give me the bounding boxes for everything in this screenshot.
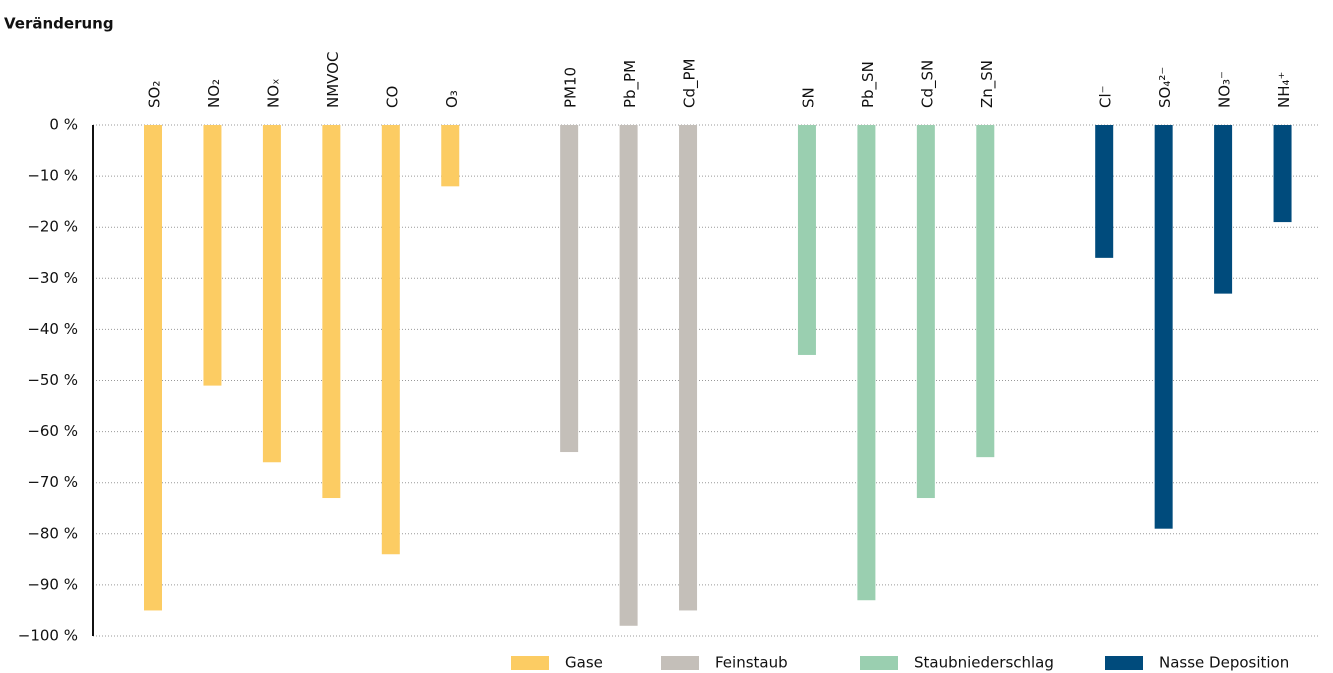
x-tick-label: SO₂ xyxy=(146,81,164,108)
y-tick-label: 0 % xyxy=(49,116,78,134)
legend-label: Gase xyxy=(565,654,603,672)
x-tick-label: Cd_PM xyxy=(681,59,700,108)
bar xyxy=(1154,125,1173,529)
chart-title: Veränderung xyxy=(4,15,114,33)
y-tick-label: −80 % xyxy=(27,524,78,542)
bar xyxy=(381,125,400,555)
y-tick-label: −10 % xyxy=(27,167,78,185)
x-tick-label: NO₃⁻ xyxy=(1216,71,1234,108)
x-tick-label: Pb_SN xyxy=(859,61,878,108)
x-tick-label: Zn_SN xyxy=(978,60,997,108)
x-tick-label: SN xyxy=(799,87,817,108)
y-tick-label: −30 % xyxy=(27,269,78,287)
legend-swatch xyxy=(511,656,549,670)
x-tick-label: SO₄²⁻ xyxy=(1156,67,1174,108)
x-tick-label: Cd_SN xyxy=(918,60,937,108)
x-tick-label: NMVOC xyxy=(324,52,342,108)
x-tick-label: NOₓ xyxy=(264,78,282,108)
bar xyxy=(619,125,638,626)
y-tick-label: −70 % xyxy=(27,473,78,491)
bar xyxy=(441,125,460,187)
bar xyxy=(144,125,162,611)
bar xyxy=(262,125,281,463)
bar xyxy=(1273,125,1292,223)
y-tick-label: −50 % xyxy=(27,371,78,389)
bar xyxy=(679,125,698,611)
y-tick-label: −20 % xyxy=(27,218,78,236)
bar xyxy=(976,125,995,458)
y-tick-label: −60 % xyxy=(27,422,78,440)
bar xyxy=(916,125,935,499)
legend-swatch xyxy=(661,656,699,670)
bar xyxy=(1214,125,1233,294)
y-tick-label: −90 % xyxy=(27,575,78,593)
bar xyxy=(857,125,876,601)
legend-swatch xyxy=(1105,656,1143,670)
bar xyxy=(203,125,222,386)
x-tick-label: O₃ xyxy=(443,90,461,108)
x-tick-label: NO₂ xyxy=(205,79,223,108)
legend-label: Staubniederschlag xyxy=(914,654,1054,672)
x-tick-label: Pb_PM xyxy=(621,60,640,108)
legend-swatch xyxy=(860,656,898,670)
bar xyxy=(797,125,816,355)
bar xyxy=(1095,125,1114,258)
bar xyxy=(560,125,579,453)
bar xyxy=(322,125,341,499)
legend-label: Feinstaub xyxy=(715,654,788,672)
x-tick-label: PM10 xyxy=(562,67,580,108)
legend-label: Nasse Deposition xyxy=(1159,654,1289,672)
y-tick-label: −100 % xyxy=(18,627,78,645)
y-tick-label: −40 % xyxy=(27,320,78,338)
x-tick-label: CO xyxy=(383,86,401,108)
x-tick-label: Cl⁻ xyxy=(1097,85,1115,108)
x-tick-label: NH₄⁺ xyxy=(1275,72,1293,108)
